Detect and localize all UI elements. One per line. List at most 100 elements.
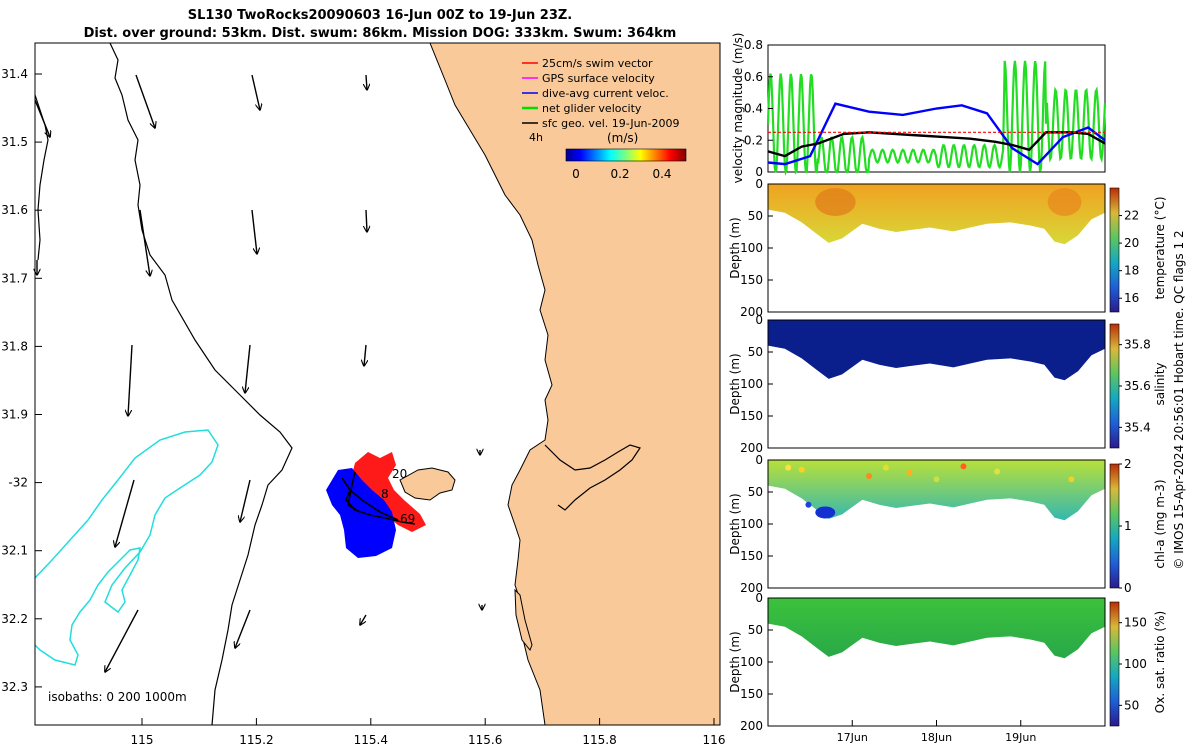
geo-velocity-arrow [360, 614, 367, 625]
map-axis-ticks: 115 115.2 115.4 115.6 115.8 116 31.4 31.5 31.6 31… [1, 67, 725, 747]
depth-tick-label: 100 [740, 377, 763, 391]
colorbar-tick-label: 20 [1124, 236, 1139, 250]
geo-velocity-arrow [366, 74, 367, 90]
warm-water-patch [1047, 188, 1082, 216]
geo-velocity-arrow [251, 74, 260, 110]
depth-tick-label: 50 [748, 623, 763, 637]
low-chl-patch [815, 506, 836, 519]
profile-data-fill [768, 320, 1105, 381]
profile-data-fill [768, 598, 1105, 659]
track-label: 8 [381, 487, 389, 501]
track-label: 20 [392, 467, 407, 481]
velocity-series-line [767, 102, 1106, 166]
map-y-tick-label: 31.7 [1, 271, 28, 285]
time-marker: 4h [529, 131, 543, 144]
geo-velocity-arrow [245, 344, 251, 393]
depth-tick-label: 0 [755, 313, 763, 327]
chart-title-line1: SL130 TwoRocks20090603 16-Jun 00Z to 19-… [187, 8, 573, 23]
isobath-0m [35, 429, 219, 666]
depth-tick-label: 100 [740, 517, 763, 531]
map-colorbar-label: (m/s) [607, 131, 638, 145]
geo-velocity-arrow [139, 209, 150, 276]
colorbar-label: Ox. sat. ratio (%) [1153, 611, 1167, 713]
depth-tick-label: 150 [740, 687, 763, 701]
depth-axis-label: Depth (m) [728, 353, 742, 414]
geo-velocity-arrow [34, 99, 50, 137]
chl-sample-point [960, 463, 967, 470]
glider-path [341, 471, 416, 525]
chl-sample-point [906, 469, 913, 476]
velocity-ylabel: velocity magnitude (m/s) [731, 33, 745, 184]
land-mass [429, 43, 720, 725]
current-velocity-cloud [326, 468, 396, 558]
profile-colorbar [1109, 601, 1120, 727]
depth-tick-label: 0 [755, 177, 763, 191]
depth-tick-label: 50 [748, 209, 763, 223]
colorbar-tick-label: 16 [1124, 291, 1139, 305]
profile-panel: 0 50 100 150 200 Depth (m) 16 18 20 22 temperature… [728, 177, 1167, 319]
depth-tick-label: 200 [740, 305, 763, 319]
velocity-y-tick-label: 0.2 [744, 133, 763, 147]
geo-velocity-arrow [135, 74, 155, 128]
sfc-geo-velocity-arrows [34, 74, 482, 672]
chl-sample-point [994, 468, 1001, 475]
map-y-tick-label: 31.5 [1, 135, 28, 149]
velocity-y-tick-label: 0.8 [744, 38, 763, 52]
swim-vector-cloud [350, 452, 426, 532]
colorbar-tick-label: 35.4 [1124, 420, 1151, 434]
colorbar-tick-label: 22 [1124, 209, 1139, 223]
map-y-tick-label: 32.1 [1, 544, 28, 558]
profile-panel: 0 50 100 150 200 Depth (m) 35.4 35.6 35.8salinit… [728, 313, 1167, 455]
velocity-panel: 0 0.2 0.4 0.6 0.8 velocity magnitude (m/s) [731, 33, 1107, 184]
time-tick-label: 19Jun [1005, 731, 1036, 744]
map-panel: 20 8 69 isobaths: 0 200 1000m 25cm/s swi… [1, 42, 725, 747]
depth-tick-label: 0 [755, 453, 763, 467]
map-y-tick-label: 32.2 [1, 612, 28, 626]
glider-track: 20 8 69 [326, 452, 426, 558]
map-colorbar-tick: 0 [572, 167, 580, 181]
map-x-tick-label: 116 [703, 733, 726, 747]
depth-tick-label: 50 [748, 345, 763, 359]
geo-velocity-arrow [128, 344, 133, 416]
legend-item: sfc geo. vel. 19-Jun-2009 [542, 117, 679, 130]
depth-tick-label: 50 [748, 485, 763, 499]
chl-sample-point [785, 464, 792, 471]
profile-panel: 0 50 100 150 200 Depth (m) 0 1 2 chl-a (mg m-3) [728, 453, 1167, 595]
depth-tick-label: 150 [740, 549, 763, 563]
island [399, 467, 456, 501]
geo-velocity-arrow [240, 479, 251, 522]
depth-tick-label: 200 [740, 441, 763, 455]
colorbar-label: temperature (°C) [1153, 197, 1167, 300]
chart-title-line2: Dist. over ground: 53km. Dist. swum: 86k… [83, 26, 677, 41]
legend-item: net glider velocity [542, 102, 642, 115]
profile-colorbar [1109, 323, 1120, 449]
time-tick-label: 17Jun [837, 731, 868, 744]
map-x-tick-label: 115.4 [354, 733, 388, 747]
colorbar-label: salinity [1153, 362, 1167, 405]
velocity-y-tick-label: 0.4 [744, 102, 763, 116]
warm-water-patch [815, 188, 856, 216]
colorbar-tick-label: 35.8 [1124, 338, 1151, 352]
footer-credit: © IMOS 15-Apr-2024 20:56:01 Hobart time.… [1172, 230, 1186, 569]
depth-tick-label: 150 [740, 409, 763, 423]
colorbar-label: chl-a (mg m-3) [1153, 479, 1167, 568]
colorbar-tick-label: 35.6 [1124, 379, 1151, 393]
map-axes-frame [34, 42, 721, 726]
map-colorbar-tick: 0.2 [610, 167, 629, 181]
map-x-tick-label: 115.2 [239, 733, 273, 747]
map-x-tick-label: 115.6 [468, 733, 502, 747]
time-axis-ticks: 17Jun 18Jun 19Jun [837, 720, 1036, 744]
depth-tick-label: 100 [740, 655, 763, 669]
depth-axis-label: Depth (m) [728, 631, 742, 692]
net-glider-velocity-line [766, 60, 1107, 176]
chl-sample-point [866, 473, 873, 479]
geo-velocity-arrow [366, 209, 367, 232]
geo-velocity-arrow [105, 609, 139, 672]
geo-velocity-arrow [364, 344, 366, 366]
map-y-tick-label: 32.3 [1, 680, 28, 694]
profile-data-fill [768, 460, 1105, 521]
colorbar-tick-label: 1 [1124, 519, 1132, 533]
map-colorbar [565, 148, 687, 162]
track-label: 69 [400, 512, 415, 526]
